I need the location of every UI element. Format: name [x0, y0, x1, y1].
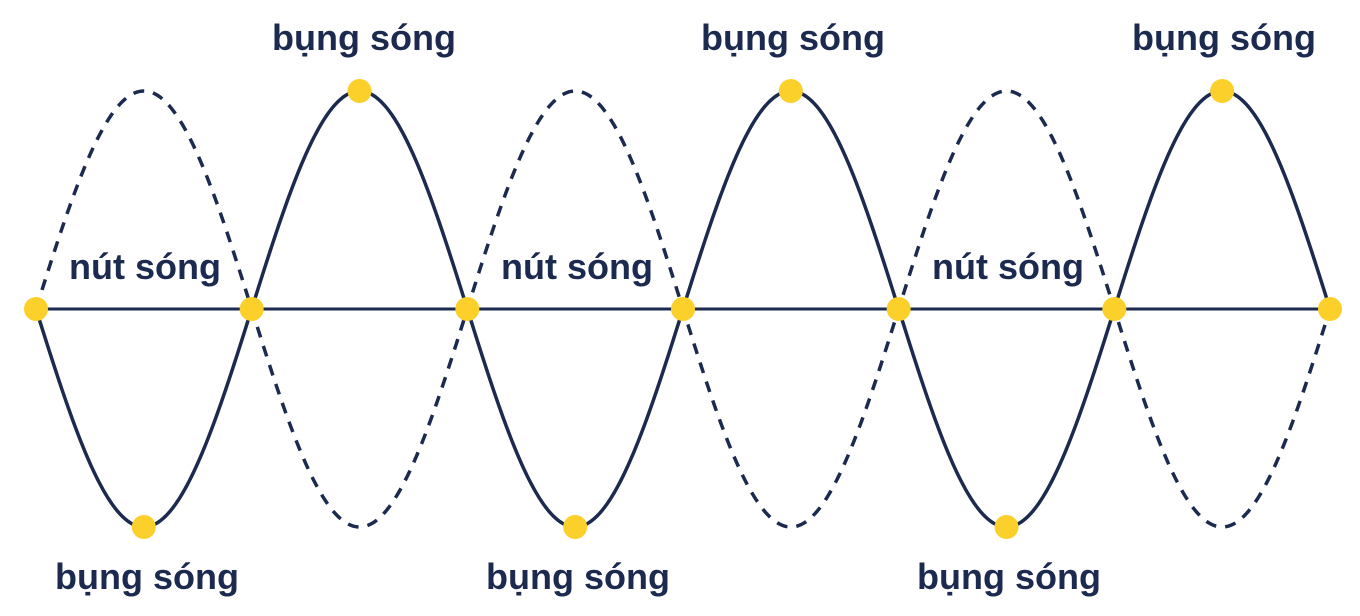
antinode-label-bottom-1: bụng sóng	[55, 556, 239, 597]
antinode-label-bottom-3: bụng sóng	[917, 556, 1101, 597]
node-marker	[1318, 297, 1342, 321]
node-marker	[886, 297, 911, 321]
antinode-marker	[1210, 79, 1235, 103]
node-label-1: nút sóng	[69, 246, 221, 287]
node-marker	[24, 297, 48, 321]
node-marker	[455, 297, 480, 321]
node-marker	[239, 297, 264, 321]
antinode-marker	[994, 515, 1019, 539]
antinode-marker	[131, 515, 156, 539]
antinode-markers	[131, 79, 1235, 539]
antinode-label-top-1: bụng sóng	[272, 17, 456, 58]
antinode-marker	[778, 79, 803, 103]
antinode-label-top-2: bụng sóng	[701, 17, 885, 58]
node-markers	[24, 297, 1342, 321]
node-label-2: nút sóng	[501, 246, 653, 287]
antinode-label-bottom-2: bụng sóng	[486, 556, 670, 597]
antinode-marker	[563, 515, 588, 539]
antinode-label-top-3: bụng sóng	[1132, 17, 1316, 58]
antinode-marker	[347, 79, 372, 103]
node-label-3: nút sóng	[932, 246, 1084, 287]
node-marker	[671, 297, 695, 321]
node-marker	[1102, 297, 1127, 321]
